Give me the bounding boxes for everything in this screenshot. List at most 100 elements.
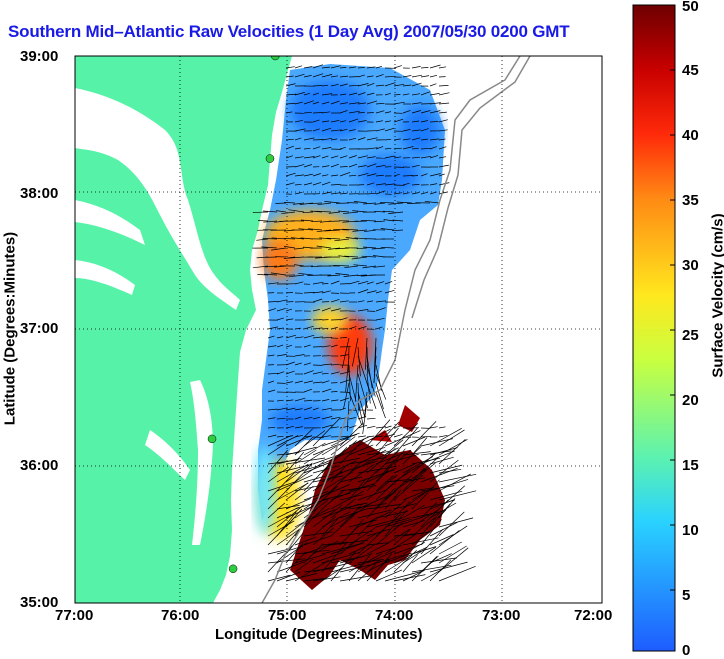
velocity-arrow xyxy=(429,559,452,582)
velocity-arrow xyxy=(321,541,347,546)
velocity-arrow xyxy=(339,146,346,150)
velocity-arrow xyxy=(303,344,311,348)
velocity-arrow xyxy=(366,447,399,465)
y-axis-label: Latitude (Degrees:Minutes) xyxy=(1,231,19,426)
velocity-arrow xyxy=(429,459,459,483)
velocity-arrow xyxy=(294,426,303,429)
velocity-arrow xyxy=(294,507,318,537)
velocity-arrow xyxy=(375,364,382,391)
velocity-arrow xyxy=(312,371,323,375)
velocity-arrow xyxy=(384,509,408,537)
velocity-arrow xyxy=(393,192,403,195)
velocity-arrow xyxy=(357,346,361,377)
velocity-arrow xyxy=(294,502,319,519)
velocity-arrow xyxy=(348,391,362,425)
velocity-arrow xyxy=(330,192,342,195)
velocity-arrow xyxy=(312,475,344,483)
velocity-arrow xyxy=(321,111,331,114)
velocity-arrow xyxy=(366,163,377,168)
velocity-arrow xyxy=(312,291,324,294)
velocity-arrow xyxy=(276,435,299,447)
velocity-arrow xyxy=(411,462,436,483)
velocity-arrow xyxy=(438,66,447,69)
velocity-arrow xyxy=(321,424,333,429)
velocity-arrow xyxy=(380,246,395,249)
velocity-arrow xyxy=(375,190,386,195)
velocity-arrow xyxy=(338,210,350,213)
velocity-arrow xyxy=(375,522,403,546)
velocity-arrow xyxy=(321,399,330,402)
velocity-arrow xyxy=(411,453,436,474)
velocity-arrow xyxy=(303,400,313,402)
velocity-arrow xyxy=(402,75,412,78)
velocity-arrow xyxy=(357,428,391,447)
colorbar-tick-label: 15 xyxy=(682,457,699,474)
velocity-arrow xyxy=(267,466,289,483)
velocity-arrow xyxy=(357,165,367,168)
velocity-arrow xyxy=(321,66,331,69)
velocity-arrow xyxy=(384,183,395,186)
velocity-arrow xyxy=(380,202,395,204)
velocity-arrow xyxy=(330,174,339,177)
velocity-arrow xyxy=(375,391,386,419)
velocity-arrow xyxy=(420,138,429,141)
velocity-arrow xyxy=(402,569,425,582)
velocity-arrow xyxy=(357,424,368,429)
velocity-arrow xyxy=(438,498,456,519)
velocity-arrow xyxy=(429,464,463,474)
velocity-arrow xyxy=(384,479,411,483)
velocity-arrow xyxy=(402,192,410,195)
velocity-arrow xyxy=(300,219,314,222)
velocity-arrow xyxy=(375,74,384,78)
velocity-arrow xyxy=(375,517,411,528)
velocity-arrow xyxy=(330,344,338,348)
velocity-arrow xyxy=(267,459,299,465)
colorbar xyxy=(632,4,676,652)
velocity-arrow xyxy=(276,399,284,402)
velocity-arrow xyxy=(411,110,421,114)
velocity-arrow xyxy=(411,66,421,69)
velocity-arrow xyxy=(294,498,329,510)
velocity-arrow xyxy=(375,146,384,150)
velocity-arrow xyxy=(267,308,277,312)
velocity-arrow xyxy=(303,380,313,384)
velocity-arrow xyxy=(420,173,428,177)
velocity-arrow xyxy=(339,407,346,411)
velocity-arrow xyxy=(294,128,306,132)
velocity-arrow xyxy=(330,539,368,546)
velocity-arrow xyxy=(321,345,331,348)
velocity-arrow xyxy=(330,129,342,132)
velocity-arrow xyxy=(330,391,338,393)
velocity-arrow xyxy=(375,290,382,294)
bay-inlet xyxy=(75,260,135,295)
velocity-arrow xyxy=(429,191,437,195)
velocity-arrow xyxy=(321,101,330,105)
x-tick-label: 75:00 xyxy=(268,607,307,624)
velocity-arrow xyxy=(283,229,296,232)
velocity-arrow xyxy=(285,370,295,375)
velocity-arrow xyxy=(373,346,377,384)
velocity-arrow xyxy=(300,237,314,240)
velocity-arrow xyxy=(264,273,278,276)
velocity-arrow xyxy=(366,182,375,186)
velocity-arrow xyxy=(429,121,439,123)
velocity-arrow xyxy=(357,112,365,114)
velocity-arrow xyxy=(429,561,468,573)
velocity-arrow xyxy=(348,461,370,474)
velocity-arrow xyxy=(366,559,391,573)
velocity-arrow xyxy=(294,183,302,186)
velocity-arrow xyxy=(429,427,462,447)
velocity-arrow xyxy=(375,300,387,303)
colorbar-tick-label: 5 xyxy=(682,587,691,604)
velocity-arrow xyxy=(380,228,395,231)
velocity-arrow xyxy=(402,84,412,87)
velocity-arrow xyxy=(357,564,376,582)
velocity-arrow xyxy=(330,327,338,330)
velocity-arrow xyxy=(384,552,412,564)
velocity-arrow xyxy=(324,229,341,232)
velocity-arrow xyxy=(411,74,423,78)
velocity-arrow xyxy=(364,229,377,233)
velocity-arrow xyxy=(357,435,366,438)
velocity-arrow xyxy=(429,499,455,510)
map-grid xyxy=(75,56,602,603)
